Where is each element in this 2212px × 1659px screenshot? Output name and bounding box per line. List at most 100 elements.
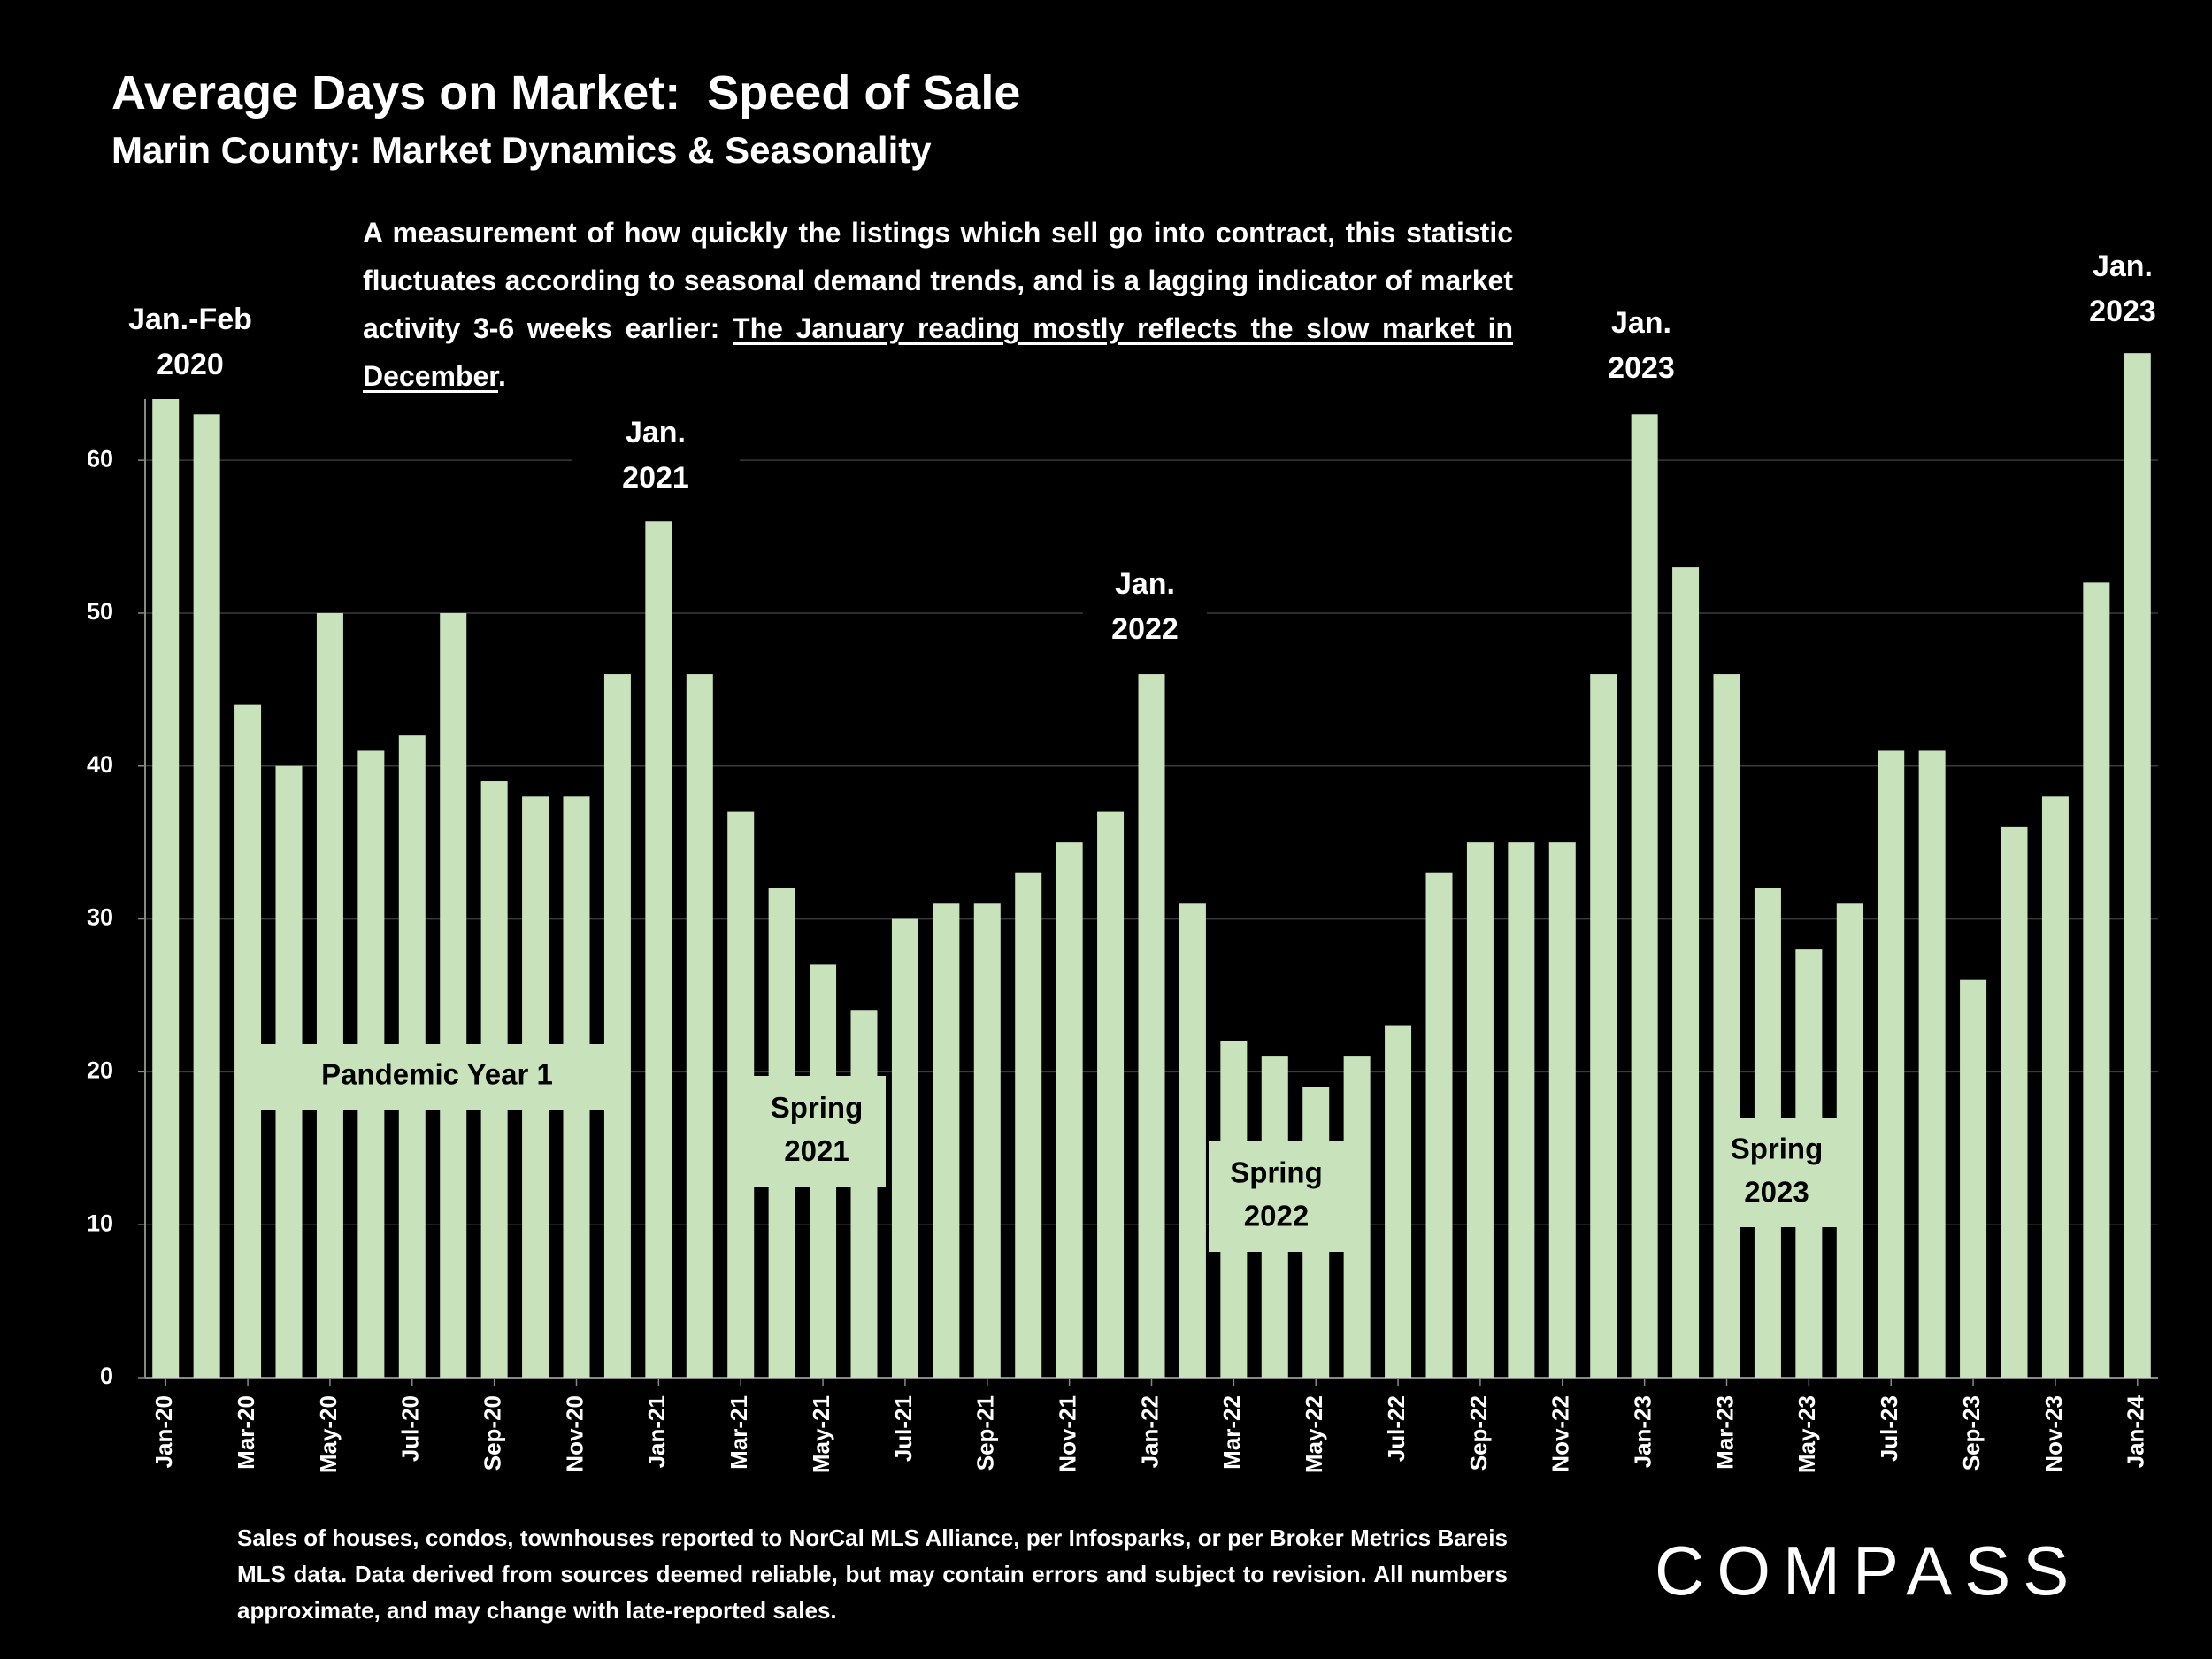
description: A measurement of how quickly the listing… [363,209,1513,400]
x-tick-label: Nov-23 [2040,1395,2067,1472]
peak-label: 2020 [157,348,224,381]
bar [1056,842,1083,1378]
x-tick-label: Sep-22 [1465,1395,1492,1471]
bar [686,674,713,1378]
x-tick-label: Nov-22 [1548,1395,1574,1472]
x-tick-label: Jul-20 [397,1395,424,1462]
y-tick-label: 60 [87,445,113,472]
bar [193,414,220,1378]
x-tick-label: Sep-23 [1958,1395,1985,1471]
bar [850,1010,878,1378]
chart-subtitle: Marin County: Market Dynamics & Seasonal… [111,129,932,171]
bar [1097,811,1125,1378]
peak-label: Jan. [1115,567,1175,601]
bar [1960,979,1987,1378]
x-tick-label: May-22 [1301,1395,1327,1473]
x-tick-label: Jul-21 [890,1395,917,1462]
bar [1878,750,1905,1378]
x-tick-label: Nov-21 [1055,1395,1081,1472]
bar [1179,903,1206,1378]
period-label: Pandemic Year 1 [321,1058,553,1091]
bar [1343,1056,1371,1378]
x-tick-label: May-21 [808,1395,834,1473]
bar [1590,674,1617,1378]
peak-label: 2022 [1111,612,1179,646]
x-tick-label: Jan-20 [150,1395,177,1468]
x-tick-label: Mar-20 [233,1395,259,1470]
period-label: Spring [771,1091,864,1124]
bar [1508,842,1535,1378]
x-tick-label: Mar-22 [1218,1395,1245,1470]
description-emphasis: The January reading mostly reflects the … [363,312,1514,392]
bar [2083,582,2110,1378]
x-tick-label: Jan-21 [643,1395,670,1468]
period-box [254,1044,620,1110]
period-label: 2023 [1744,1176,1809,1209]
label-backdrop [572,410,740,509]
bar [440,612,467,1378]
description-end: . [497,360,506,392]
x-tick-label: May-23 [1793,1395,1820,1473]
y-tick-label: 50 [87,598,113,625]
peak-label: Jan. [626,416,686,449]
x-tick-label: Mar-21 [726,1395,752,1470]
bar [1466,842,1494,1378]
y-tick-label: 10 [87,1210,113,1236]
bar [1425,872,1453,1378]
bar [973,903,1001,1378]
footnote: Sales of houses, condos, townhouses repo… [237,1525,1508,1624]
label-backdrop [1083,561,1207,660]
peak-label: 2023 [1608,351,1675,385]
description-text: A measurement of how quickly the listing… [363,217,1513,344]
x-tick-label: Sep-21 [972,1395,999,1471]
peak-label: 2023 [2089,295,2156,328]
bar [1836,903,1863,1378]
y-tick-label: 0 [100,1363,113,1389]
bar [1385,1025,1412,1378]
period-box [1714,1118,1839,1227]
bar [933,903,960,1378]
bar [1015,872,1042,1378]
period-label: 2022 [1244,1200,1309,1233]
y-tick-label: 20 [87,1057,113,1084]
x-tick-label: May-20 [315,1395,342,1473]
logo: COMPASS [1655,1532,2082,1609]
bar [1548,842,1576,1378]
bar [2041,796,2069,1378]
peak-label: Jan. [2093,250,2153,283]
x-tick-label: Jul-23 [1876,1395,1902,1462]
x-tick-label: Sep-20 [480,1395,506,1471]
bar [316,612,343,1378]
bar [1713,674,1740,1378]
period-label: Spring [1731,1133,1824,1165]
bar [603,674,631,1378]
x-tick-label: Mar-23 [1711,1395,1738,1470]
y-tick-label: 30 [87,904,113,931]
x-tick-label: Jan-22 [1136,1395,1163,1468]
x-tick-label: Jan-24 [2123,1394,2149,1468]
peak-label: Jan.-Feb [128,303,252,336]
period-box [748,1076,886,1187]
bar [1672,567,1700,1378]
period-box [1209,1141,1344,1252]
bar [1631,414,1658,1378]
bar [2124,353,2151,1378]
bar [1138,674,1165,1378]
period-label: 2021 [784,1134,849,1167]
bar [2001,826,2028,1378]
chart-title: Average Days on Market: Speed of Sale [111,66,1021,119]
peak-label: 2021 [622,461,689,495]
period-label: Spring [1230,1156,1323,1189]
x-tick-label: Jul-22 [1383,1395,1409,1462]
x-tick-label: Nov-20 [561,1395,588,1472]
bar [152,399,180,1378]
bar [1918,750,1946,1378]
bar [234,704,262,1378]
y-tick-label: 40 [87,751,113,778]
peak-label: Jan. [1611,306,1671,340]
x-tick-label: Jan-23 [1630,1395,1656,1468]
bar [645,521,672,1378]
bar [891,918,918,1378]
